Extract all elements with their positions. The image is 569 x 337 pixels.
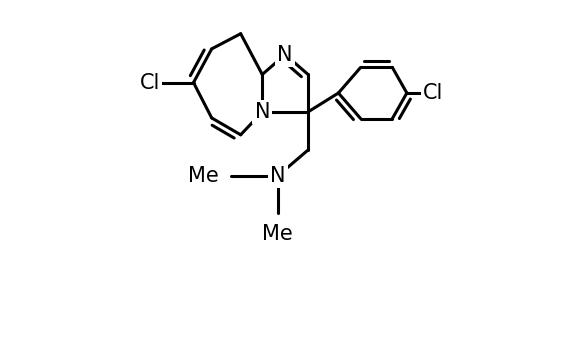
Text: Cl: Cl	[139, 72, 160, 93]
Text: N: N	[278, 44, 293, 65]
Text: Cl: Cl	[423, 83, 443, 103]
Text: Me: Me	[188, 166, 219, 186]
Text: N: N	[254, 102, 270, 122]
Text: N: N	[270, 166, 286, 186]
Text: Me: Me	[262, 224, 293, 244]
